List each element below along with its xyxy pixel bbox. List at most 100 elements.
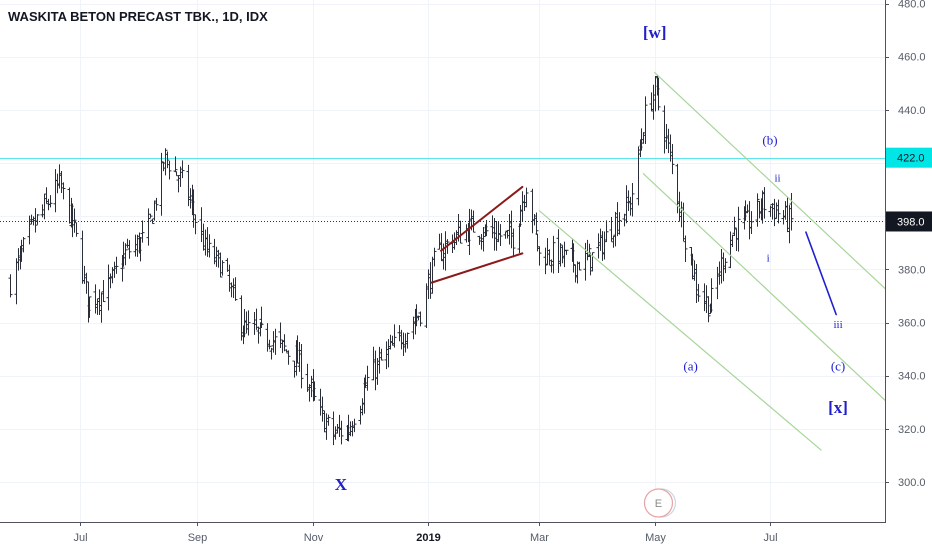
ohlc-bar: [524, 187, 529, 208]
ohlc-bar: [683, 235, 688, 263]
ohlc-bar: [551, 235, 556, 274]
earnings-event-marker[interactable]: E: [643, 488, 677, 518]
ohlc-bar: [72, 208, 77, 233]
x-tick-label: May: [645, 532, 666, 544]
ohlc-bar: [320, 396, 325, 422]
ohlc-bar: [587, 243, 592, 258]
ohlc-bar: [604, 220, 609, 243]
ohlc-bar: [150, 219, 155, 225]
time-axis-panel[interactable]: [0, 522, 932, 550]
ohlc-bar: [127, 240, 132, 259]
y-tick-label: 360.0: [898, 318, 926, 330]
grid-lines: [0, 0, 885, 522]
ohlc-bar: [643, 96, 648, 144]
ohlc-bar: [165, 151, 170, 169]
ohlc-bar: [749, 211, 754, 234]
wave-label: [w]: [643, 23, 667, 42]
ohlc-bar: [776, 199, 781, 224]
y-tick-label: 300.0: [898, 477, 926, 489]
y-tick-label: 460.0: [898, 52, 926, 64]
wave-label: ii: [774, 173, 780, 185]
ohlc-bar: [33, 208, 38, 233]
ohlc-bar: [481, 227, 486, 252]
ohlc-bar: [379, 348, 384, 361]
projection-line: [805, 231, 837, 316]
x-tick-label: Mar: [530, 532, 549, 544]
wave-label: (c): [831, 358, 845, 373]
price-label-text: 398.0: [897, 216, 925, 228]
ohlc-bar: [736, 206, 741, 252]
ohlc-bar: [670, 143, 675, 175]
ohlc-bar: [167, 160, 172, 180]
event-marker-ring: [643, 488, 674, 518]
ohlc-bar: [154, 197, 159, 211]
ohlc-bar: [534, 212, 539, 235]
ohlc-bar: [48, 195, 53, 208]
ohlc-bar: [630, 182, 635, 217]
time-axis-ticks: Jul Sep Nov 2019 Mar May Jul: [73, 522, 778, 544]
ohlc-bar: [180, 160, 185, 179]
x-tick-label: Nov: [304, 532, 324, 544]
price-axis-panel[interactable]: [885, 0, 932, 522]
ohlc-bar: [267, 339, 272, 350]
y-tick-label: 480.0: [898, 0, 926, 11]
price-label-box: [886, 211, 932, 232]
ohlc-bar: [159, 152, 164, 216]
event-marker-label: E: [655, 498, 662, 510]
ohlc-bar: [273, 328, 278, 355]
ohlc-bar: [173, 156, 178, 173]
price-label-text: 422.0: [897, 153, 925, 165]
x-tick-label: Jul: [73, 532, 87, 544]
wave-label: iii: [833, 319, 842, 331]
ohlc-bar: [207, 234, 212, 258]
channel-line: [642, 173, 888, 403]
ohlc-bar: [755, 193, 760, 227]
ohlc-bar: [723, 258, 728, 274]
ohlc-bars: [8, 74, 794, 446]
ohlc-bar: [405, 332, 410, 349]
ohlc-bar: [352, 418, 357, 433]
ohlc-bar: [537, 246, 542, 266]
ohlc-bar: [140, 220, 145, 243]
ohlc-bar: [120, 254, 125, 282]
ohlc-bar: [74, 222, 79, 237]
trendline: [440, 185, 524, 252]
ohlc-bar: [458, 220, 463, 244]
wave-label: (b): [762, 132, 777, 147]
wave-label: (a): [683, 358, 697, 373]
y-tick-label: 380.0: [898, 264, 926, 276]
ohlc-bar: [339, 420, 344, 445]
x-tick-label: 2019: [416, 532, 440, 544]
ohlc-bar: [432, 247, 437, 267]
ohlc-bar: [484, 219, 489, 237]
price-label-box: [886, 147, 932, 168]
x-tick-label: Jul: [763, 532, 777, 544]
ohlc-bar: [392, 324, 397, 348]
ohlc-bar: [564, 249, 569, 255]
ohlc-bar: [233, 277, 238, 301]
chart-title: WASKITA BETON PRECAST TBK., 1D, IDX: [8, 9, 268, 24]
channel-line: [654, 72, 888, 292]
ohlc-bar: [418, 311, 423, 327]
ohlc-bar: [259, 306, 264, 329]
channel-line: [538, 210, 822, 451]
ohlc-bar: [732, 216, 737, 237]
ohlc-bar: [656, 77, 661, 111]
ohlc-bar: [299, 344, 304, 389]
ohlc-bar: [193, 214, 198, 235]
ohlc-bar: [61, 182, 66, 200]
ohlc-bar: [326, 414, 331, 426]
drawings-layer: [430, 72, 888, 451]
ohlc-bar: [35, 214, 40, 225]
ohlc-bar: [696, 283, 701, 302]
ohlc-bar: [577, 261, 582, 271]
ohlc-bar: [706, 296, 711, 323]
x-tick-label: Sep: [188, 532, 208, 544]
ohlc-bar: [163, 148, 168, 176]
price-axis-labels: 422.0 398.0: [886, 147, 932, 232]
ohlc-bar: [148, 213, 153, 218]
ohlc-bar: [312, 381, 317, 401]
